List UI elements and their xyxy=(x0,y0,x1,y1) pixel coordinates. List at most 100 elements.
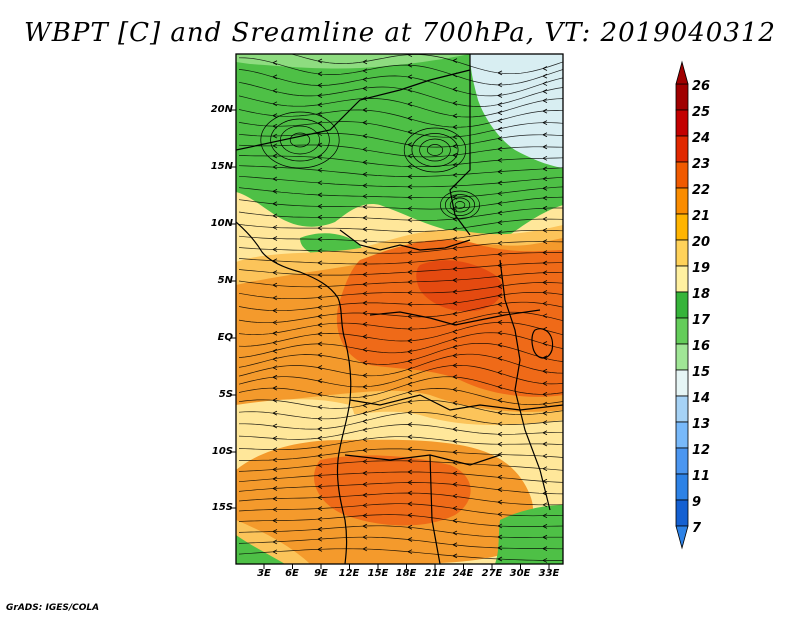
lat-label-10s: 10S xyxy=(211,446,233,457)
colorbar-label-26: 26 xyxy=(692,79,711,94)
lon-label-27e: 27E xyxy=(481,568,503,579)
streamline-swirl xyxy=(270,118,330,162)
streamline-arrow xyxy=(407,74,413,80)
streamline-arrow xyxy=(542,66,548,71)
lat-label-eq: EQ xyxy=(217,332,233,343)
streamline-arrow xyxy=(407,101,413,107)
field-green-south-east xyxy=(495,505,563,564)
streamline-arrow xyxy=(407,195,413,200)
coastline-west xyxy=(236,221,352,564)
streamline-arrow xyxy=(272,549,278,555)
streamline-arrow xyxy=(272,467,278,472)
colorbar-label-16: 16 xyxy=(692,339,711,354)
streamline-arrow xyxy=(407,480,413,485)
streamline-arrow xyxy=(452,363,458,368)
streamline xyxy=(238,376,563,399)
streamline xyxy=(238,95,563,118)
streamline-arrow xyxy=(542,368,548,374)
streamline-arrow xyxy=(272,518,278,523)
streamline-arrow xyxy=(407,115,413,121)
streamline-arrow xyxy=(407,62,413,68)
streamline-arrow xyxy=(362,204,368,210)
streamline-arrow xyxy=(317,462,323,468)
streamline-arrow xyxy=(362,418,368,424)
lon-label-12e: 12E xyxy=(338,568,360,579)
streamline-arrow xyxy=(317,167,323,173)
streamline-arrow xyxy=(272,88,278,94)
streamline xyxy=(238,460,563,472)
streamline-arrow xyxy=(542,216,548,222)
colorbar-swatch xyxy=(675,395,689,423)
streamline xyxy=(238,514,563,527)
streamline-arrow xyxy=(362,347,368,353)
streamline-arrow xyxy=(317,516,323,522)
streamline-swirl xyxy=(454,201,466,209)
streamline-arrow xyxy=(407,164,413,169)
streamline-arrow xyxy=(542,430,548,436)
colorbar-label-15: 15 xyxy=(692,365,711,380)
streamline-arrow xyxy=(272,201,278,207)
streamline-arrow xyxy=(542,466,548,472)
streamline-arrow xyxy=(497,523,503,529)
streamline-arrow xyxy=(362,403,368,408)
streamline-arrow xyxy=(273,47,277,51)
streamline-arrow xyxy=(272,410,278,416)
streamline-arrow xyxy=(407,349,413,355)
streamline-arrow xyxy=(542,502,548,508)
streamline xyxy=(238,399,563,420)
streamline-arrow xyxy=(497,293,503,299)
streamline-arrow xyxy=(452,353,458,358)
lat-label-15n: 15N xyxy=(210,161,233,172)
streamline-swirl xyxy=(444,194,476,216)
lon-label-33e: 33E xyxy=(538,568,560,579)
streamline-arrow xyxy=(497,342,503,348)
streamline-arrow xyxy=(272,330,278,336)
streamline-arrow xyxy=(542,176,548,182)
streamline-arrow xyxy=(407,184,413,190)
colorbar-swatch xyxy=(675,447,689,475)
streamline xyxy=(238,155,563,168)
lon-label-3e: 3E xyxy=(257,568,271,579)
streamline-arrow xyxy=(407,422,413,427)
colorbar-label-12: 12 xyxy=(692,443,711,458)
streamline-arrow xyxy=(317,444,323,450)
streamline-arrow xyxy=(362,238,368,244)
streamline-arrow xyxy=(497,310,503,316)
streamline-arrow xyxy=(407,142,413,147)
streamline-arrow xyxy=(362,159,368,165)
streamline-arrow xyxy=(452,329,458,335)
chart-title: WBPT [C] and Sreamline at 700hPa, VT: 20… xyxy=(24,18,776,48)
streamline-arrow xyxy=(452,387,458,392)
colorbar-swatch xyxy=(675,187,689,215)
streamline-swirl xyxy=(289,132,311,148)
streamline-arrow xyxy=(272,365,278,371)
streamline-swirl xyxy=(403,127,467,173)
streamline-arrow xyxy=(497,210,503,216)
streamline xyxy=(239,448,563,461)
streamline-arrow xyxy=(272,496,278,502)
streamline-arrow xyxy=(407,260,413,265)
streamline-swirl xyxy=(440,190,480,220)
streamline-arrow xyxy=(542,453,548,459)
streamline-arrow xyxy=(407,240,413,245)
border-north-1 xyxy=(236,69,471,151)
streamline-arrow xyxy=(362,459,368,464)
streamline-arrow xyxy=(452,172,458,178)
colorbar-label-23: 23 xyxy=(692,157,711,172)
streamline-arrow xyxy=(272,507,278,512)
streamline-arrow xyxy=(497,169,503,175)
streamline-arrow xyxy=(452,277,458,283)
streamline-arrow xyxy=(317,546,323,552)
colorbar-arrow-bottom xyxy=(675,525,689,550)
streamline-arrow xyxy=(542,478,548,484)
streamline-arrow xyxy=(317,214,323,220)
streamline-arrow xyxy=(407,490,413,496)
streamline-arrow xyxy=(542,260,548,266)
colorbar-swatch xyxy=(675,343,689,371)
streamline-arrow xyxy=(407,390,413,395)
streamline-arrow xyxy=(452,300,458,306)
streamline-arrow xyxy=(542,270,548,276)
streamline-arrow xyxy=(362,394,368,400)
streamline-arrow xyxy=(317,295,323,300)
streamline-arrow xyxy=(362,250,368,256)
